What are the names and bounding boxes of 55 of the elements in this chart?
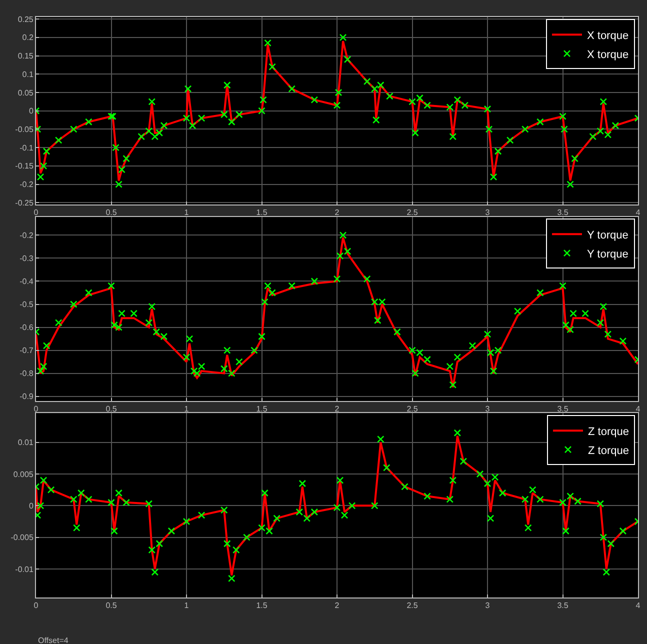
x-tick-label: 3 bbox=[485, 601, 490, 610]
y-tick-label: 0 bbox=[28, 501, 34, 510]
x-tick-label: 3 bbox=[485, 404, 490, 414]
y-tick-label: -0.2 bbox=[20, 230, 34, 240]
x-tick-label: 1.5 bbox=[256, 208, 268, 218]
x-tick-label: 2.5 bbox=[406, 601, 418, 610]
x-tick-label: 2 bbox=[334, 208, 340, 218]
x-tick-label: 0.5 bbox=[106, 404, 118, 414]
x-tick-label: 1 bbox=[184, 208, 190, 218]
legend-label: Y torque bbox=[586, 248, 628, 260]
y-tick-label: -0.25 bbox=[15, 198, 34, 208]
x-tick-label: 4 bbox=[636, 404, 641, 414]
x-tick-label: 1 bbox=[184, 404, 190, 414]
x-tick-label: 3.5 bbox=[557, 404, 569, 414]
y-tick-label: 0.05 bbox=[18, 88, 34, 98]
legend-label: Z torque bbox=[588, 426, 629, 438]
y-tick-label: 0.01 bbox=[18, 438, 34, 448]
x-tick-label: 2.5 bbox=[406, 404, 418, 414]
y-tick-label: -0.3 bbox=[20, 254, 34, 264]
x-tick-label: 2 bbox=[334, 404, 340, 414]
x-tick-label: 3.5 bbox=[557, 601, 569, 610]
y-tick-label: 0.25 bbox=[18, 14, 34, 24]
x-tick-label: 0.5 bbox=[106, 601, 118, 610]
x-tick-label: 1.5 bbox=[256, 404, 268, 414]
text: Offset=4 bbox=[38, 636, 69, 644]
x-tick-label: 2.5 bbox=[406, 208, 418, 218]
y-tick-label: 0.1 bbox=[22, 70, 34, 79]
y-tick-label: -0.2 bbox=[20, 180, 34, 190]
x-tick-label: 4 bbox=[636, 601, 641, 610]
x-tick-label: 3.5 bbox=[557, 208, 569, 218]
y-tick-label: 0.2 bbox=[22, 33, 34, 42]
y-tick-label: 0.005 bbox=[13, 470, 34, 479]
x-tick-label: 3 bbox=[485, 208, 490, 218]
y-tick-label: -0.4 bbox=[20, 277, 34, 286]
y-tick-label: -0.8 bbox=[20, 369, 34, 378]
legend-label: X torque bbox=[586, 48, 629, 61]
y-tick-label: -0.05 bbox=[15, 125, 34, 134]
x-tick-label: 1 bbox=[184, 601, 190, 610]
y-tick-label: -0.5 bbox=[20, 300, 34, 310]
y-tick-label: -0.7 bbox=[20, 346, 34, 356]
legend-label: Z torque bbox=[588, 444, 629, 457]
y-tick-label: -0.9 bbox=[20, 392, 34, 402]
y-tick-label: 0 bbox=[28, 106, 34, 116]
y-tick-label: -0.01 bbox=[15, 564, 34, 574]
x-tick-label: 0.5 bbox=[106, 208, 118, 218]
x-tick-label: 2 bbox=[334, 601, 340, 610]
y-tick-label: -0.1 bbox=[20, 143, 34, 152]
y-tick-label: -0.005 bbox=[10, 533, 34, 542]
legend-label: X torque bbox=[586, 30, 629, 42]
x-tick-label: 4 bbox=[636, 208, 641, 218]
x-tick-label: 1.5 bbox=[256, 601, 268, 610]
y-tick-label: 0.15 bbox=[18, 52, 34, 61]
y-tick-label: -0.15 bbox=[15, 162, 34, 171]
legend-label: Y torque bbox=[586, 229, 628, 242]
y-tick-label: -0.6 bbox=[20, 323, 34, 332]
